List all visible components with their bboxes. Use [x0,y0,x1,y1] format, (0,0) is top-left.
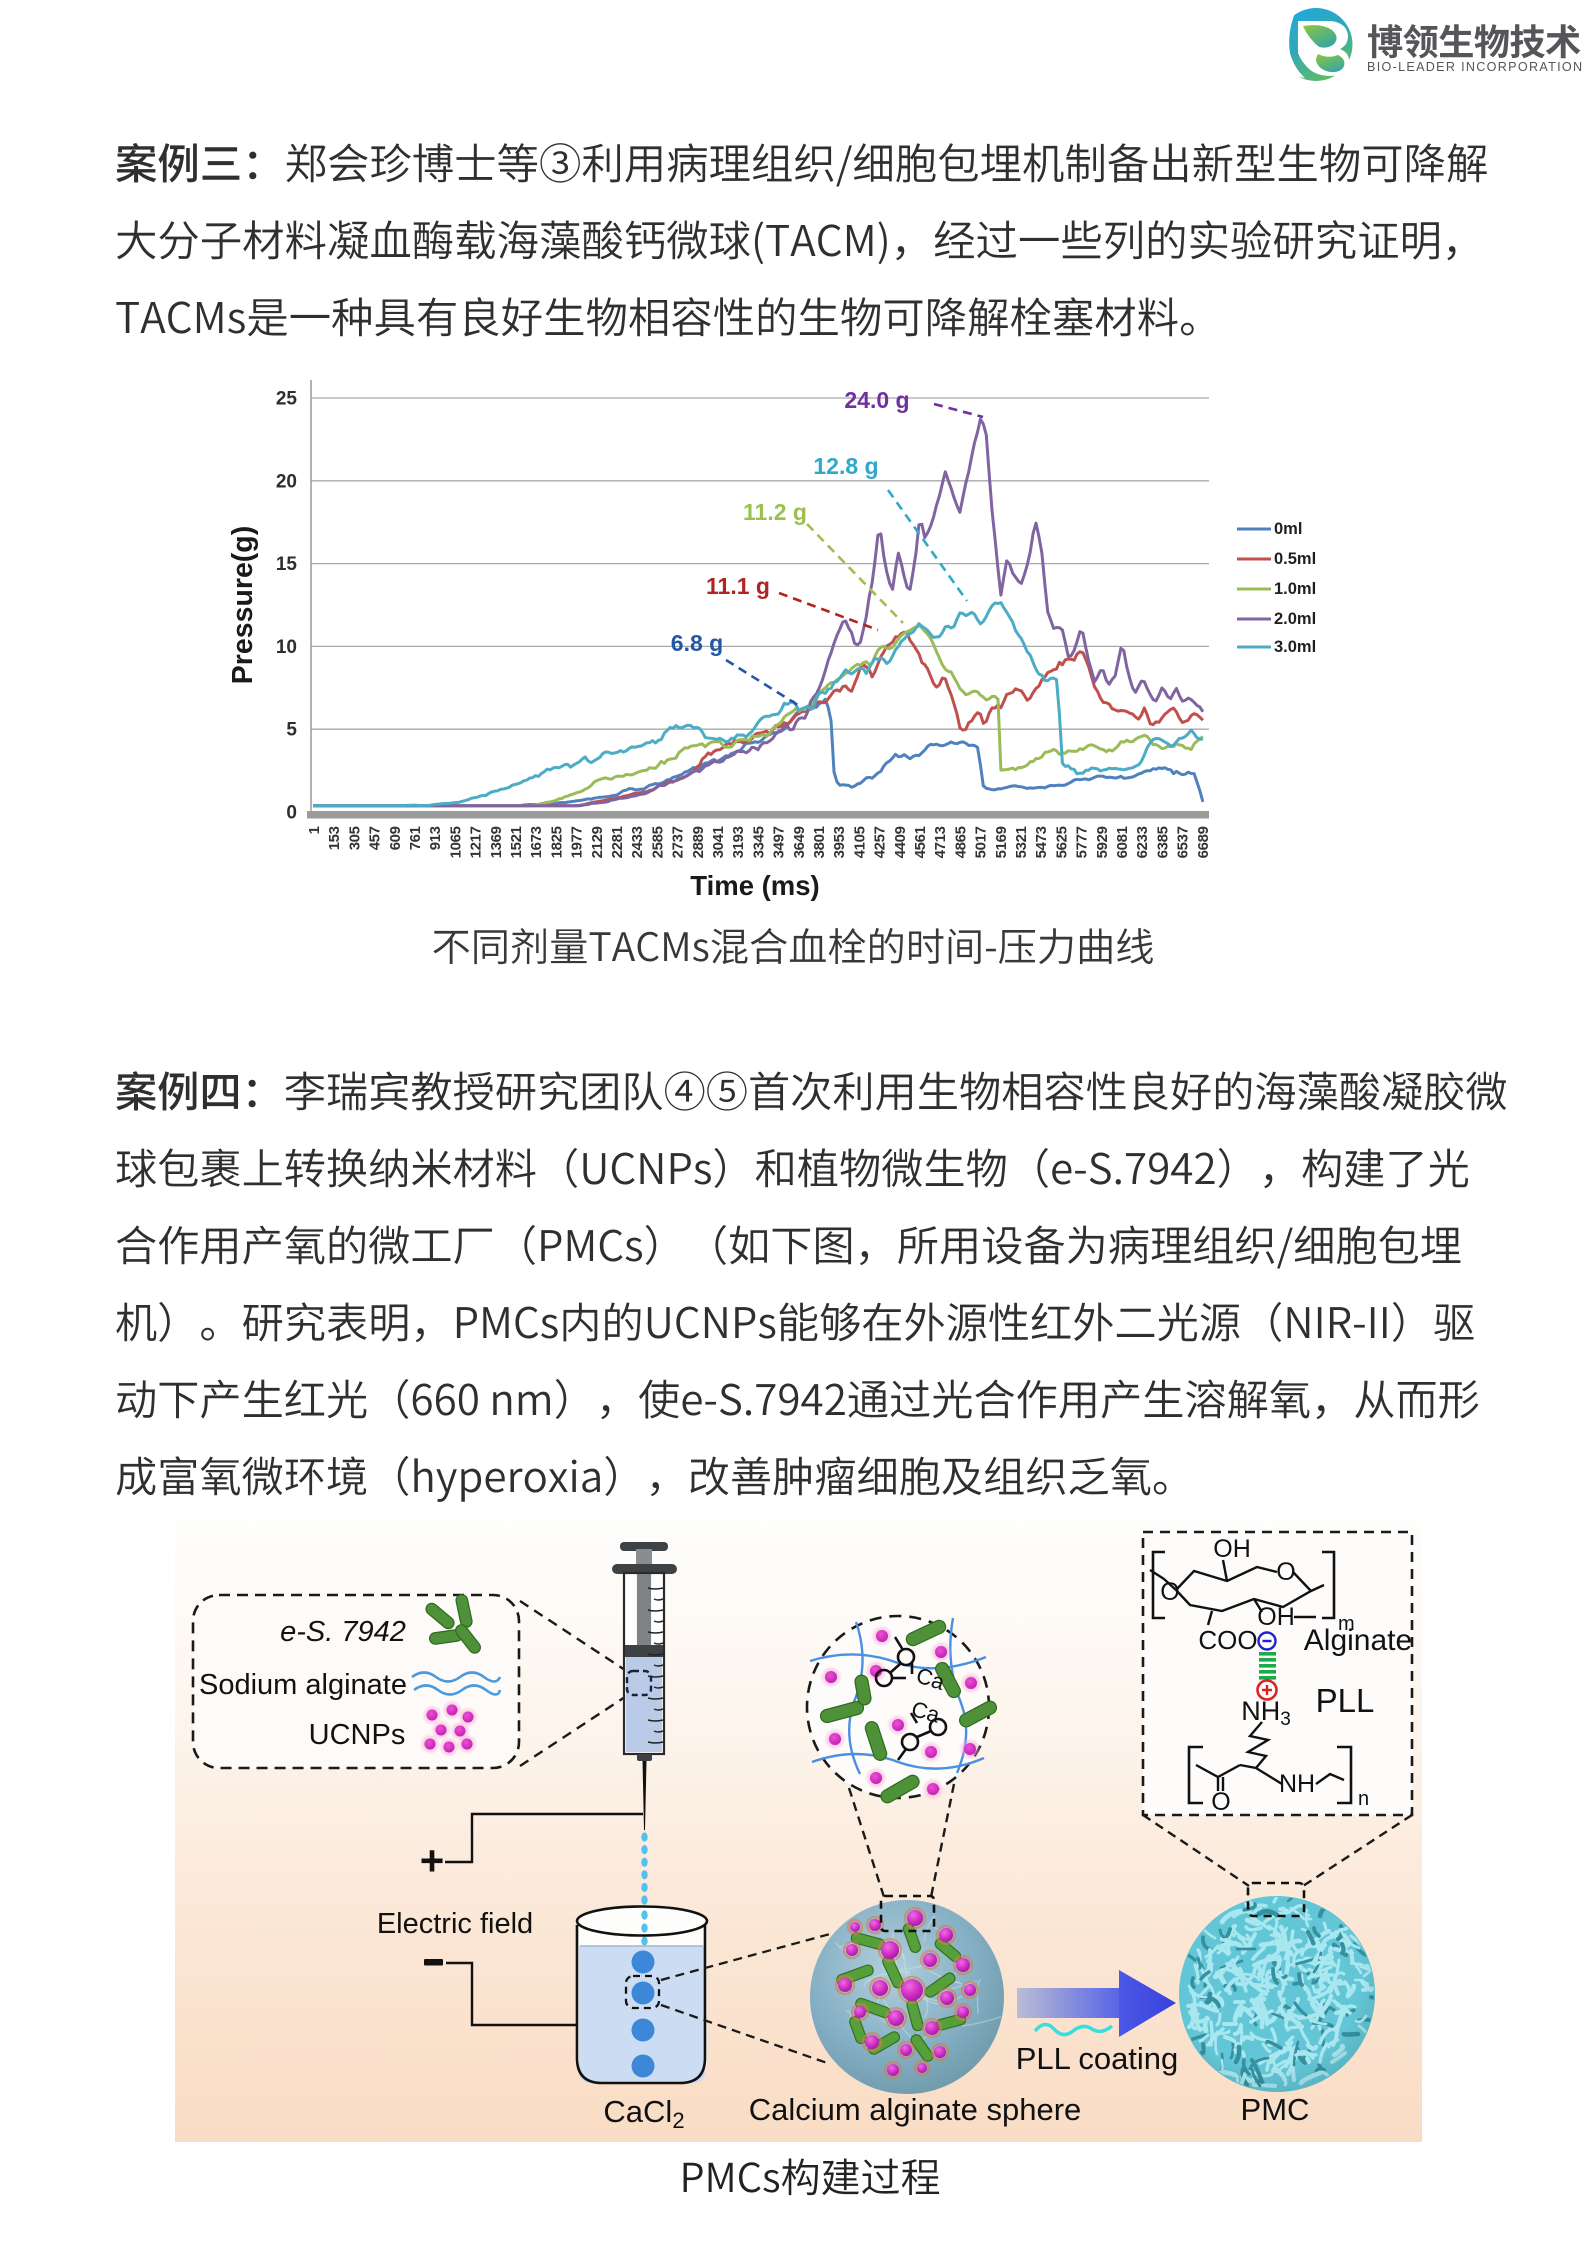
svg-text:PLL coating: PLL coating [1016,2041,1179,2076]
svg-text:Electric field: Electric field [377,1908,533,1940]
svg-text:2.0ml: 2.0ml [1274,610,1316,628]
svg-text:5321: 5321 [1013,826,1030,858]
svg-text:11.2 g: 11.2 g [743,499,807,525]
svg-text:n: n [1358,1788,1369,1810]
svg-text:4257: 4257 [872,826,889,858]
svg-text:1065: 1065 [447,826,464,858]
svg-text:1.0ml: 1.0ml [1274,580,1316,598]
svg-text:12.8 g: 12.8 g [813,453,878,479]
svg-text:BIO-LEADER INCORPORATION: BIO-LEADER INCORPORATION [1367,60,1583,74]
svg-text:3953: 3953 [831,826,848,858]
svg-text:5777: 5777 [1074,826,1091,858]
svg-text:OH: OH [1257,1603,1295,1631]
svg-text:4561: 4561 [912,826,929,858]
svg-text:5625: 5625 [1053,826,1070,858]
svg-text:3345: 3345 [750,826,767,858]
svg-text:Pressure(g): Pressure(g) [227,526,259,684]
svg-text:6.8 g: 6.8 g [671,630,723,656]
svg-text:5929: 5929 [1094,826,1111,858]
svg-text:913: 913 [427,826,444,850]
svg-text:2433: 2433 [629,826,646,858]
svg-text:2585: 2585 [649,826,666,858]
svg-text:1521: 1521 [508,826,525,858]
svg-text:4865: 4865 [952,826,969,858]
svg-text:O: O [1160,1578,1179,1606]
svg-text:5: 5 [286,720,297,741]
svg-text:COO: COO [1198,1625,1257,1655]
svg-text:6537: 6537 [1175,826,1192,858]
svg-text:10: 10 [276,637,297,658]
svg-text:0ml: 0ml [1274,520,1302,538]
svg-text:Time (ms): Time (ms) [690,870,819,901]
svg-text:O: O [1211,1788,1230,1816]
svg-text:Sodium alginate: Sodium alginate [199,1669,407,1701]
svg-text:3801: 3801 [811,826,828,858]
svg-text:5017: 5017 [973,826,990,858]
svg-text:Calcium alginate sphere: Calcium alginate sphere [749,2092,1082,2127]
svg-text:457: 457 [367,826,384,850]
svg-text:UCNPs: UCNPs [309,1719,406,1751]
svg-text:3649: 3649 [791,826,808,858]
svg-text:20: 20 [276,471,297,492]
svg-text:15: 15 [276,554,298,575]
svg-text:OH: OH [1213,1535,1251,1563]
svg-text:2889: 2889 [690,826,707,858]
svg-text:1977: 1977 [569,826,586,858]
svg-text:6081: 6081 [1114,826,1131,858]
svg-text:24.0 g: 24.0 g [844,387,909,413]
svg-text:e-S. 7942: e-S. 7942 [280,1616,406,1648]
svg-text:3497: 3497 [771,826,788,858]
svg-text:4409: 4409 [892,826,909,858]
svg-text:0.5ml: 0.5ml [1274,550,1316,568]
svg-text:5473: 5473 [1033,826,1050,858]
svg-text:761: 761 [407,826,424,850]
svg-text:2737: 2737 [670,826,687,858]
svg-text:+: + [420,1837,445,1884]
svg-text:NH: NH [1279,1770,1315,1798]
svg-text:5169: 5169 [993,826,1010,858]
svg-text:2281: 2281 [609,826,626,858]
svg-text:PLL: PLL [1316,1682,1375,1719]
svg-text:1825: 1825 [548,826,565,858]
svg-text:4713: 4713 [932,826,949,858]
svg-text:3193: 3193 [730,826,747,858]
svg-text:609: 609 [387,826,404,850]
svg-text:CaCl2: CaCl2 [603,2094,684,2133]
svg-text:6689: 6689 [1195,826,1212,858]
svg-text:25: 25 [276,389,298,410]
svg-text:6233: 6233 [1134,826,1151,858]
svg-text:305: 305 [346,826,363,850]
svg-text:Alginate: Alginate [1304,1624,1412,1657]
svg-text:11.1 g: 11.1 g [706,573,770,599]
svg-text:153: 153 [326,826,343,850]
svg-text:1369: 1369 [488,826,505,858]
svg-text:m: m [1338,1613,1355,1635]
svg-text:1673: 1673 [528,826,545,858]
svg-text:6385: 6385 [1154,826,1171,858]
svg-text:PMC: PMC [1241,2092,1310,2127]
svg-text:3.0ml: 3.0ml [1274,638,1316,656]
svg-text:4105: 4105 [851,826,868,858]
svg-text:1: 1 [306,826,323,834]
svg-text:O: O [1276,1558,1295,1586]
svg-text:1217: 1217 [468,826,485,858]
svg-text:0: 0 [286,803,297,824]
svg-text:3041: 3041 [710,826,727,858]
svg-text:2129: 2129 [589,826,606,858]
